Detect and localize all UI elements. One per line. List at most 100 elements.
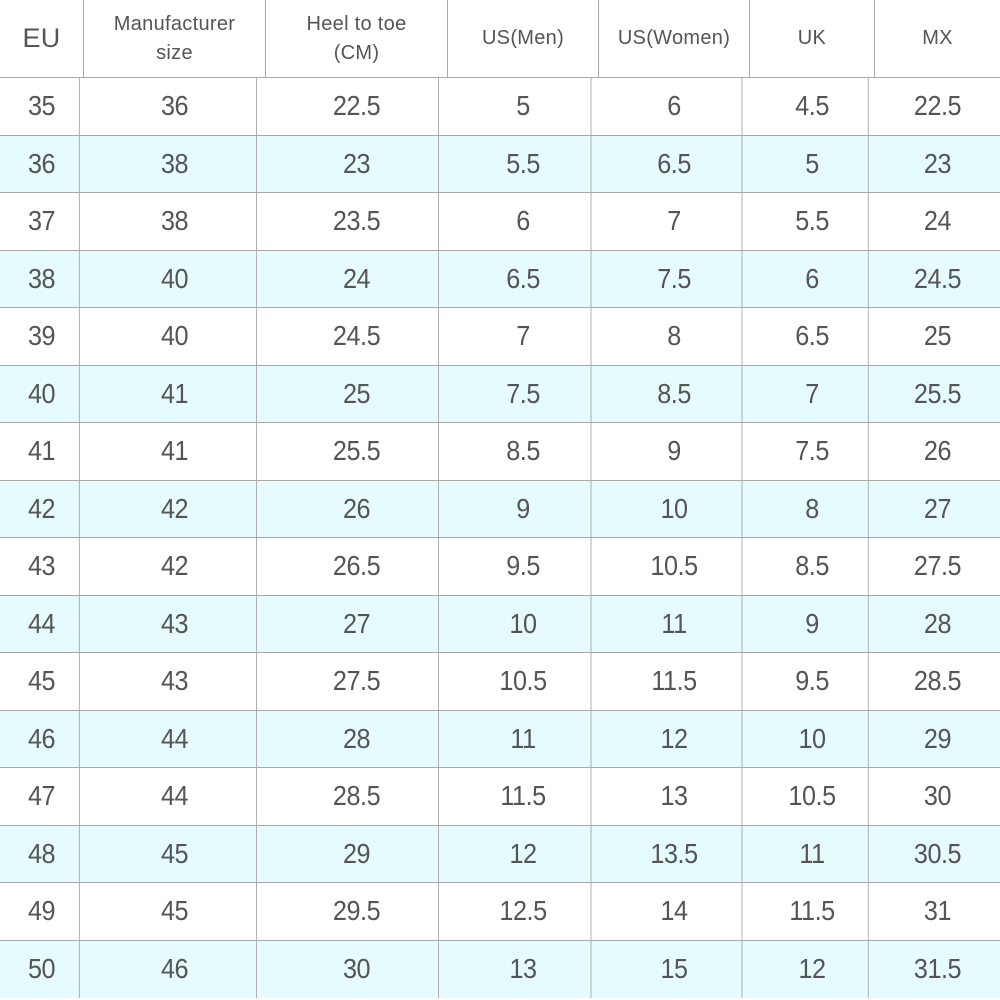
table-cell-eu: 39	[4, 308, 80, 365]
table-row: 46 44 28 11 12 10 29	[0, 710, 1000, 768]
table-cell-mx: 24	[923, 205, 952, 237]
column-header-label: US(Women)	[617, 27, 731, 49]
table-cell-heel-to-toe: 27	[275, 595, 439, 652]
table-row: 45 43 27.5 10.5 11.5 9.5 28.5	[0, 653, 1000, 711]
table-row: 50 46 30 13 15 12 31.5	[0, 940, 1000, 998]
table-cell-us-men: 5.5	[456, 135, 592, 192]
table-cell-manufacturer-size: 41	[93, 423, 257, 480]
column-header-heel-to-toe: Heel to toe (CM)	[266, 0, 448, 77]
table-cell-mx: 28.5	[913, 665, 962, 697]
table-cell-manufacturer-size: 45	[93, 883, 257, 940]
table-cell-us-women: 14	[607, 883, 743, 940]
table-row: 42 42 26 9 10 8 27	[0, 480, 1000, 538]
table-cell-manufacturer-size: 38	[93, 135, 257, 192]
table-cell-mx: 27	[923, 492, 952, 524]
table-cell-us-women: 6.5	[607, 135, 743, 192]
table-cell-heel-to-toe: 29.5	[275, 883, 439, 940]
table-row: 36 38 23 5.5 6.5 5 23	[0, 135, 1000, 193]
table-cell-mx: 30.5	[913, 837, 962, 869]
table-cell-us-women: 6	[607, 78, 743, 135]
table-cell-eu: 45	[4, 653, 80, 710]
column-header-uk: UK	[750, 0, 875, 77]
table-cell-uk: 10.5	[756, 768, 869, 825]
table-cell-manufacturer-size: 45	[93, 825, 257, 882]
table-cell-eu: 46	[4, 710, 80, 767]
table-cell-us-men: 7	[456, 308, 592, 365]
column-header-eu: EU	[0, 0, 84, 77]
table-cell-uk: 7.5	[756, 423, 869, 480]
table-row: 35 36 22.5 5 6 4.5 22.5	[0, 78, 1000, 136]
table-cell-manufacturer-size: 36	[93, 78, 257, 135]
table-cell-us-women: 7.5	[607, 250, 743, 307]
table-cell-us-women: 7	[607, 193, 743, 250]
table-cell-us-women: 10.5	[607, 538, 743, 595]
table-cell-us-men: 13	[456, 940, 592, 998]
table-cell-mx: 25	[923, 320, 952, 352]
table-cell-us-men: 9.5	[456, 538, 592, 595]
column-header-label: MX	[922, 27, 953, 49]
table-cell-heel-to-toe: 30	[275, 940, 439, 998]
table-cell-manufacturer-size: 41	[93, 365, 257, 422]
table-cell-us-women: 15	[607, 940, 743, 998]
table-cell-heel-to-toe: 23	[275, 135, 439, 192]
table-cell-eu: 43	[4, 538, 80, 595]
table-cell-us-men: 6.5	[456, 250, 592, 307]
column-header-label: UK	[797, 27, 827, 49]
table-cell-us-men: 8.5	[456, 423, 592, 480]
table-cell-heel-to-toe: 23.5	[275, 193, 439, 250]
table-cell-eu: 37	[4, 193, 80, 250]
table-cell-us-men: 10.5	[456, 653, 592, 710]
table-cell-us-women: 12	[607, 710, 743, 767]
table-cell-heel-to-toe: 22.5	[275, 78, 439, 135]
table-row: 44 43 27 10 11 9 28	[0, 595, 1000, 653]
table-row: 48 45 29 12 13.5 11 30.5	[0, 825, 1000, 883]
table-cell-uk: 8	[756, 480, 869, 537]
table-cell-mx: 27.5	[913, 550, 962, 582]
column-header-label: Manufacturer size	[113, 12, 236, 64]
column-header-manufacturer-size: Manufacturer size	[84, 0, 266, 77]
table-cell-mx: 28	[923, 607, 952, 639]
table-cell-us-women: 13.5	[607, 825, 743, 882]
table-row: 38 40 24 6.5 7.5 6 24.5	[0, 250, 1000, 308]
table-cell-uk: 4.5	[756, 78, 869, 135]
table-cell-eu: 48	[4, 825, 80, 882]
table-cell-eu: 40	[4, 365, 80, 422]
table-cell-mx: 31.5	[913, 953, 962, 985]
table-cell-us-women: 8.5	[607, 365, 743, 422]
table-cell-mx: 29	[923, 722, 952, 754]
table-cell-us-women: 11	[607, 595, 743, 652]
table-cell-uk: 11.5	[756, 883, 869, 940]
table-cell-eu: 44	[4, 595, 80, 652]
column-header-us-women: US(Women)	[599, 0, 750, 77]
table-cell-heel-to-toe: 25	[275, 365, 439, 422]
table-cell-manufacturer-size: 43	[93, 595, 257, 652]
table-cell-eu: 36	[4, 135, 80, 192]
table-cell-us-men: 5	[456, 78, 592, 135]
table-cell-eu: 35	[4, 78, 80, 135]
table-cell-us-men: 9	[456, 480, 592, 537]
table-cell-uk: 8.5	[756, 538, 869, 595]
table-cell-us-men: 10	[456, 595, 592, 652]
table-cell-manufacturer-size: 44	[93, 710, 257, 767]
table-cell-us-men: 11	[456, 710, 592, 767]
table-cell-manufacturer-size: 42	[93, 538, 257, 595]
table-cell-eu: 50	[4, 940, 80, 998]
table-cell-manufacturer-size: 38	[93, 193, 257, 250]
column-header-label: US(Men)	[481, 27, 565, 49]
table-cell-uk: 9.5	[756, 653, 869, 710]
table-cell-us-women: 8	[607, 308, 743, 365]
table-row: 40 41 25 7.5 8.5 7 25.5	[0, 365, 1000, 423]
table-cell-mx: 31	[923, 895, 952, 927]
table-cell-uk: 11	[756, 825, 869, 882]
table-row: 43 42 26.5 9.5 10.5 8.5 27.5	[0, 538, 1000, 596]
table-cell-manufacturer-size: 46	[93, 940, 257, 998]
column-header-label: EU	[22, 22, 61, 53]
table-cell-us-women: 11.5	[607, 653, 743, 710]
table-cell-uk: 12	[756, 940, 869, 998]
table-cell-us-men: 6	[456, 193, 592, 250]
table-cell-manufacturer-size: 42	[93, 480, 257, 537]
table-cell-uk: 7	[756, 365, 869, 422]
table-body: 35 36 22.5 5 6 4.5 22.5 36 38 23 5.5 6.5 5 23 37 38 23.5…	[0, 78, 1000, 998]
table-cell-eu: 49	[4, 883, 80, 940]
